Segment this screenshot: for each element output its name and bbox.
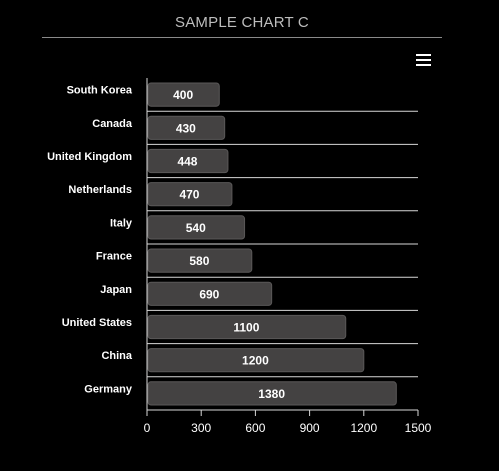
x-tick-label: 1500 xyxy=(405,421,432,435)
x-tick-label: 300 xyxy=(191,421,211,435)
category-label: United Kingdom xyxy=(47,151,132,163)
chart-menu-button[interactable] xyxy=(414,52,434,68)
title-divider xyxy=(42,37,442,38)
hamburger-menu-icon xyxy=(416,54,431,56)
bar-data-label: 1100 xyxy=(233,321,259,335)
bar-data-label: 580 xyxy=(189,254,209,268)
category-label: United States xyxy=(62,317,132,329)
bar xyxy=(147,115,226,140)
x-tick-label: 900 xyxy=(300,421,320,435)
category-label: Netherlands xyxy=(68,184,132,196)
bar xyxy=(147,281,273,306)
category-label: South Korea xyxy=(67,85,133,97)
bar-data-label: 1380 xyxy=(258,387,285,401)
bar-data-label: 470 xyxy=(179,188,199,202)
bar xyxy=(147,182,233,207)
bar-data-label: 1200 xyxy=(242,354,269,368)
hamburger-menu-icon-bar xyxy=(416,64,431,66)
x-tick-label: 600 xyxy=(245,421,265,435)
bar xyxy=(147,348,365,373)
category-label: Canada xyxy=(92,118,133,130)
bar-data-label: 430 xyxy=(176,121,196,135)
category-label: France xyxy=(96,251,132,263)
bar xyxy=(147,215,246,240)
bar xyxy=(147,148,229,174)
x-tick-label: 1200 xyxy=(350,421,377,435)
bar-data-label: 540 xyxy=(186,221,206,235)
bar-data-label: 400 xyxy=(173,88,193,102)
hamburger-menu-icon-bar xyxy=(416,59,431,61)
category-label: Japan xyxy=(100,284,132,296)
category-label: Germany xyxy=(84,383,133,395)
x-tick-label: 0 xyxy=(144,421,151,435)
bar xyxy=(147,82,220,107)
bar xyxy=(147,381,397,406)
chart-title: SAMPLE CHART C xyxy=(175,14,309,31)
category-label: Italy xyxy=(110,217,133,229)
bar-data-label: 690 xyxy=(199,287,219,301)
category-label: China xyxy=(101,350,132,362)
bar xyxy=(147,314,347,340)
bar xyxy=(147,248,253,273)
bar-data-label: 448 xyxy=(177,155,197,169)
